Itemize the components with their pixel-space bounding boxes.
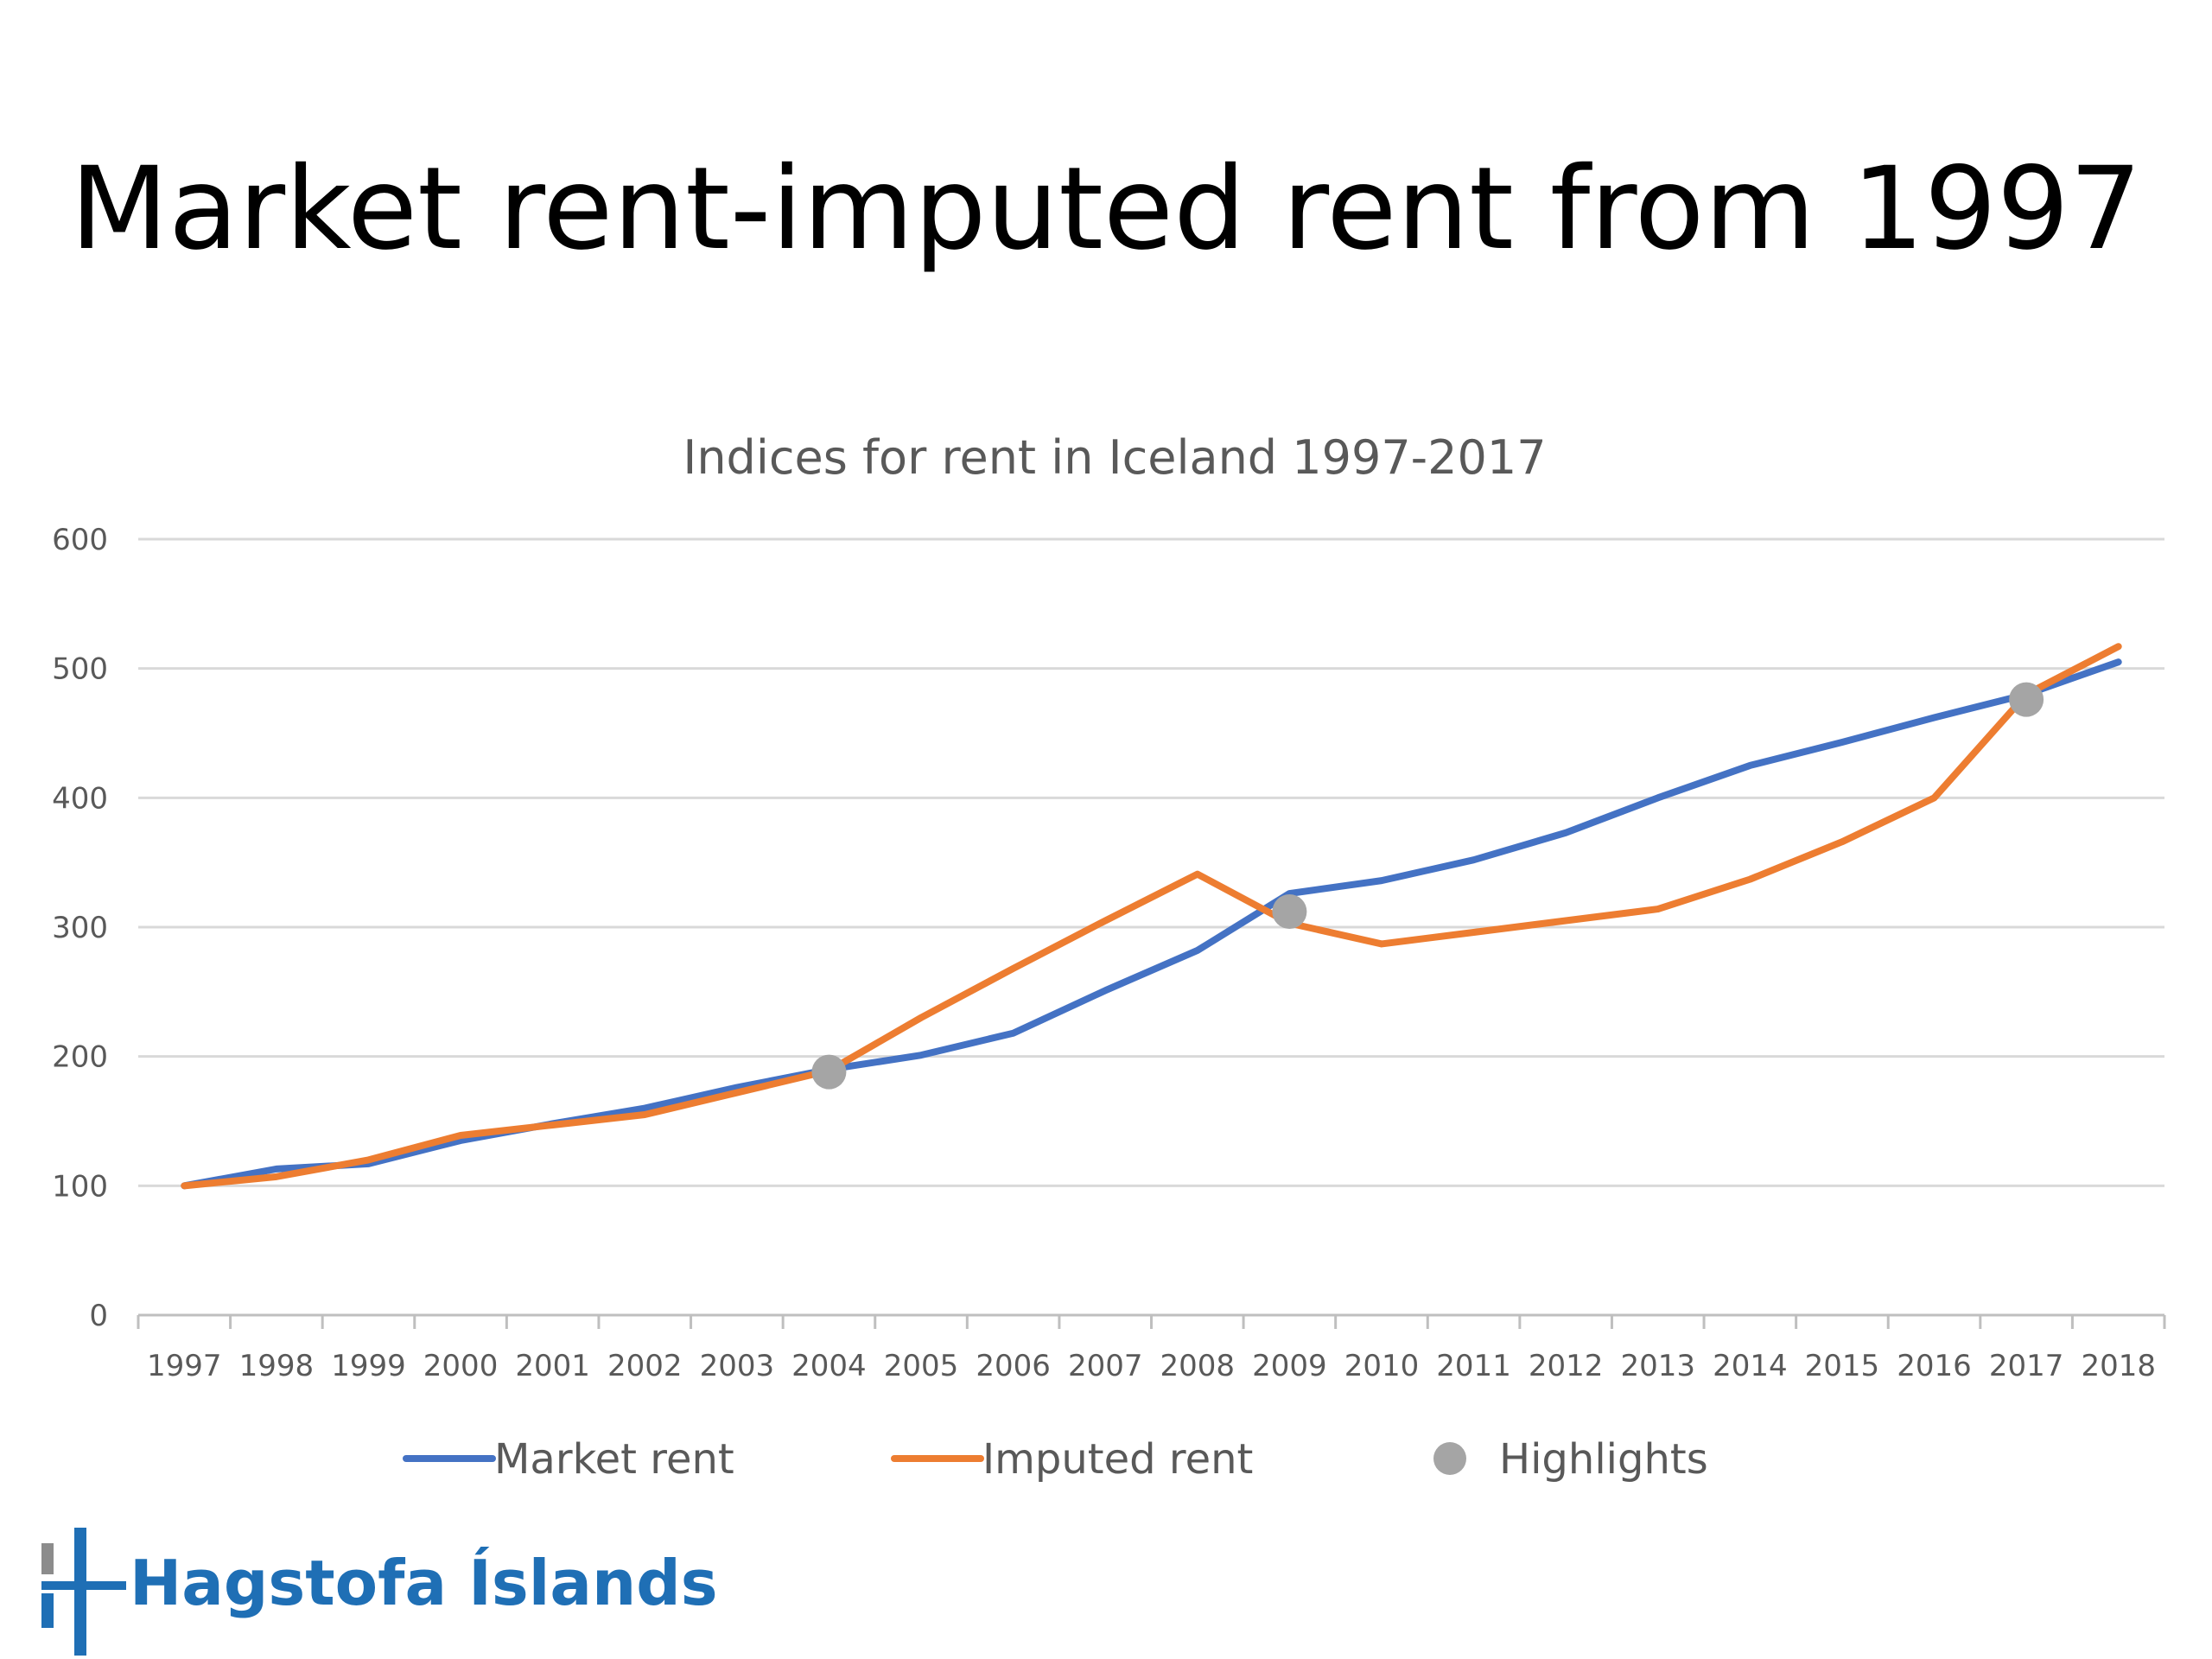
x-tick-label: 2015: [1805, 1349, 1880, 1383]
highlight-points: [811, 682, 2044, 1090]
x-tick-label: 2013: [1620, 1349, 1695, 1383]
y-axis-ticks: 0 100 200 300 400 500 600: [52, 523, 108, 1333]
highlight-point: [811, 1054, 847, 1090]
x-tick-label: 2016: [1897, 1349, 1972, 1383]
y-tick-label: 600: [52, 523, 108, 557]
x-tick-label: 2018: [2081, 1349, 2156, 1383]
y-tick-label: 200: [52, 1040, 108, 1075]
legend-highlights-swatch: [1433, 1442, 1466, 1475]
y-tick-label: 0: [89, 1299, 108, 1333]
legend-imputed-rent: Imputed rent: [891, 1435, 1253, 1484]
x-tick-label: 2003: [700, 1349, 775, 1383]
highlight-point: [2009, 682, 2044, 717]
x-tick-label: 1999: [331, 1349, 406, 1383]
legend-market-rent: Market rent: [403, 1435, 734, 1484]
x-tick-label: 2004: [791, 1349, 867, 1383]
x-tick-label: 2009: [1252, 1349, 1327, 1383]
logo-text: Hagstofa Íslands: [130, 1547, 718, 1619]
x-tick-label: 2011: [1436, 1349, 1511, 1383]
x-tick-label: 2017: [1989, 1349, 2064, 1383]
x-tick-label: 2001: [515, 1349, 590, 1383]
x-tick-label: 2002: [607, 1349, 683, 1383]
x-tick-label: 2006: [976, 1349, 1051, 1383]
series-line-imputed-rent: [181, 643, 2122, 1190]
x-tick-label: 2010: [1344, 1349, 1420, 1383]
legend-highlights: Highlights: [1433, 1435, 1708, 1484]
legend-highlights-label: Highlights: [1499, 1435, 1708, 1484]
x-tick-label: 2007: [1068, 1349, 1143, 1383]
x-tick-label: 1998: [239, 1349, 315, 1383]
highlight-point: [1272, 894, 1307, 930]
chart-title: Indices for rent in Iceland 1997-2017: [683, 430, 1546, 485]
x-axis: [137, 1313, 2166, 1329]
gridlines: [138, 537, 2164, 1187]
legend-market-rent-label: Market rent: [494, 1435, 734, 1484]
x-tick-label: 2008: [1160, 1349, 1236, 1383]
y-tick-label: 500: [52, 652, 108, 687]
series-lines: [181, 643, 2122, 1190]
y-tick-label: 400: [52, 781, 108, 816]
x-tick-label: 2005: [884, 1349, 959, 1383]
legend: Market rent Imputed rent Highlights: [403, 1435, 1708, 1484]
x-tick-label: 2000: [423, 1349, 499, 1383]
x-tick-label: 1997: [147, 1349, 222, 1383]
hagstofa-logo: Hagstofa Íslands: [35, 1528, 718, 1656]
x-axis-ticks: 1997 1998 1999 2000 2001 2002 2003 2004 2005 2006…: [147, 1349, 2156, 1383]
hagstofa-logo-icon: [41, 1528, 126, 1656]
y-tick-label: 100: [52, 1169, 108, 1204]
series-line-market-rent: [181, 658, 2122, 1190]
x-tick-label: 2012: [1529, 1349, 1604, 1383]
y-tick-label: 300: [52, 911, 108, 945]
legend-imputed-rent-label: Imputed rent: [982, 1435, 1253, 1484]
x-tick-label: 2014: [1713, 1349, 1788, 1383]
slide-title: Market rent-imputed rent from 1997: [70, 143, 2142, 276]
